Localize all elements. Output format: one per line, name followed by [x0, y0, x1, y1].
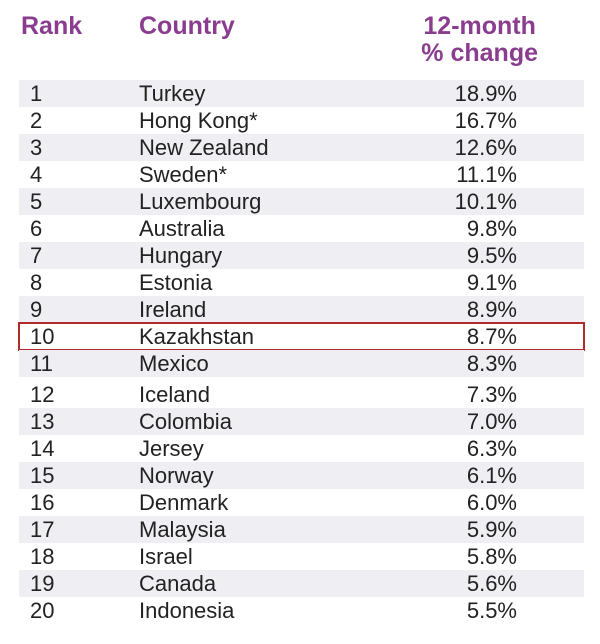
change-cell: 8.3% [466, 351, 517, 376]
table-row: 5 Luxembourg 10.1% [19, 188, 584, 215]
rank-cell: 10 [30, 324, 55, 349]
change-cell: 7.0% [466, 409, 517, 434]
header-change-line1: 12-month [423, 12, 536, 40]
change-cell: 9.1% [466, 270, 517, 295]
header-rank: Rank [21, 12, 83, 40]
table-row: 14 Jersey 6.3% [19, 435, 584, 462]
country-cell: Iceland [139, 382, 210, 407]
table-row: 13 Colombia 7.0% [19, 408, 584, 435]
change-cell: 6.3% [466, 436, 517, 461]
rank-cell: 14 [30, 436, 55, 461]
rank-cell: 20 [30, 598, 55, 623]
rank-cell: 11 [30, 351, 53, 376]
country-cell: Malaysia [139, 517, 226, 542]
rank-cell: 15 [30, 463, 55, 488]
rank-cell: 1 [30, 81, 43, 106]
rank-cell: 2 [30, 108, 43, 133]
header-country: Country [139, 12, 235, 40]
change-cell: 6.0% [466, 490, 517, 515]
country-cell: Sweden* [139, 162, 228, 187]
table-row: 11 Mexico 8.3% [19, 350, 584, 377]
rank-cell: 4 [30, 162, 43, 187]
change-cell: 18.9% [454, 81, 517, 106]
rank-cell: 3 [30, 135, 43, 160]
country-cell: Australia [139, 216, 225, 241]
country-cell: Indonesia [139, 598, 235, 623]
change-cell: 8.9% [466, 297, 517, 322]
country-cell: Norway [139, 463, 214, 488]
rank-cell: 18 [30, 544, 55, 569]
rank-cell: 7 [30, 243, 43, 268]
change-cell: 8.7% [466, 324, 517, 349]
table-row: 10 Kazakhstan 8.7% [18, 322, 585, 351]
country-cell: Estonia [139, 270, 213, 295]
rank-cell: 5 [30, 189, 43, 214]
country-cell: Ireland [139, 297, 207, 322]
table-header: Rank Country 12-month % change [0, 0, 600, 80]
country-cell: Luxembourg [139, 189, 262, 214]
country-cell: Turkey [139, 81, 206, 106]
country-cell: Kazakhstan [139, 324, 254, 349]
change-cell: 16.7% [454, 108, 517, 133]
rank-cell: 9 [30, 297, 43, 322]
table-row: 8 Estonia 9.1% [19, 269, 584, 296]
change-cell: 9.8% [466, 216, 517, 241]
rank-cell: 19 [30, 571, 55, 596]
table-row: 9 Ireland 8.9% [19, 296, 584, 323]
rank-cell: 8 [30, 270, 43, 295]
change-cell: 5.9% [466, 517, 517, 542]
rank-cell: 13 [30, 409, 55, 434]
change-cell: 6.1% [466, 463, 517, 488]
country-cell: Colombia [139, 409, 232, 434]
table-row: 1 Turkey 18.9% [19, 80, 584, 107]
header-change-line2: % change [421, 39, 538, 67]
table-row: 4 Sweden* 11.1% [19, 161, 584, 188]
rank-cell: 6 [30, 216, 43, 241]
rank-cell: 17 [30, 517, 55, 542]
country-cell: Hungary [139, 243, 223, 268]
change-cell: 12.6% [454, 135, 517, 160]
header-change: 12-month % change [421, 13, 538, 67]
table-row: 7 Hungary 9.5% [19, 242, 584, 269]
country-cell: New Zealand [139, 135, 269, 160]
rank-cell: 16 [30, 490, 55, 515]
country-cell: Canada [139, 571, 217, 596]
change-cell: 11.1% [456, 162, 517, 187]
change-cell: 9.5% [466, 243, 517, 268]
change-cell: 5.5% [466, 598, 517, 623]
table-row: 16 Denmark 6.0% [19, 489, 584, 516]
rank-cell: 12 [30, 382, 55, 407]
country-cell: Jersey [139, 436, 204, 461]
table-row: 15 Norway 6.1% [19, 462, 584, 489]
change-cell: 5.8% [466, 544, 517, 569]
change-cell: 5.6% [466, 571, 517, 596]
table-row: 3 New Zealand 12.6% [19, 134, 584, 161]
table-row: 20 Indonesia 5.5% [19, 597, 584, 624]
table-row: 2 Hong Kong* 16.7% [19, 107, 584, 134]
change-cell: 7.3% [466, 382, 517, 407]
table-row: 12 Iceland 7.3% [19, 381, 584, 408]
change-cell: 10.1% [454, 189, 517, 214]
table-row: 6 Australia 9.8% [19, 215, 584, 242]
country-cell: Israel [139, 544, 193, 569]
country-cell: Mexico [139, 351, 209, 376]
table-row: 19 Canada 5.6% [19, 570, 584, 597]
table-row: 17 Malaysia 5.9% [19, 516, 584, 543]
country-cell: Denmark [139, 490, 229, 515]
country-cell: Hong Kong* [139, 108, 258, 133]
table-row: 18 Israel 5.8% [19, 543, 584, 570]
